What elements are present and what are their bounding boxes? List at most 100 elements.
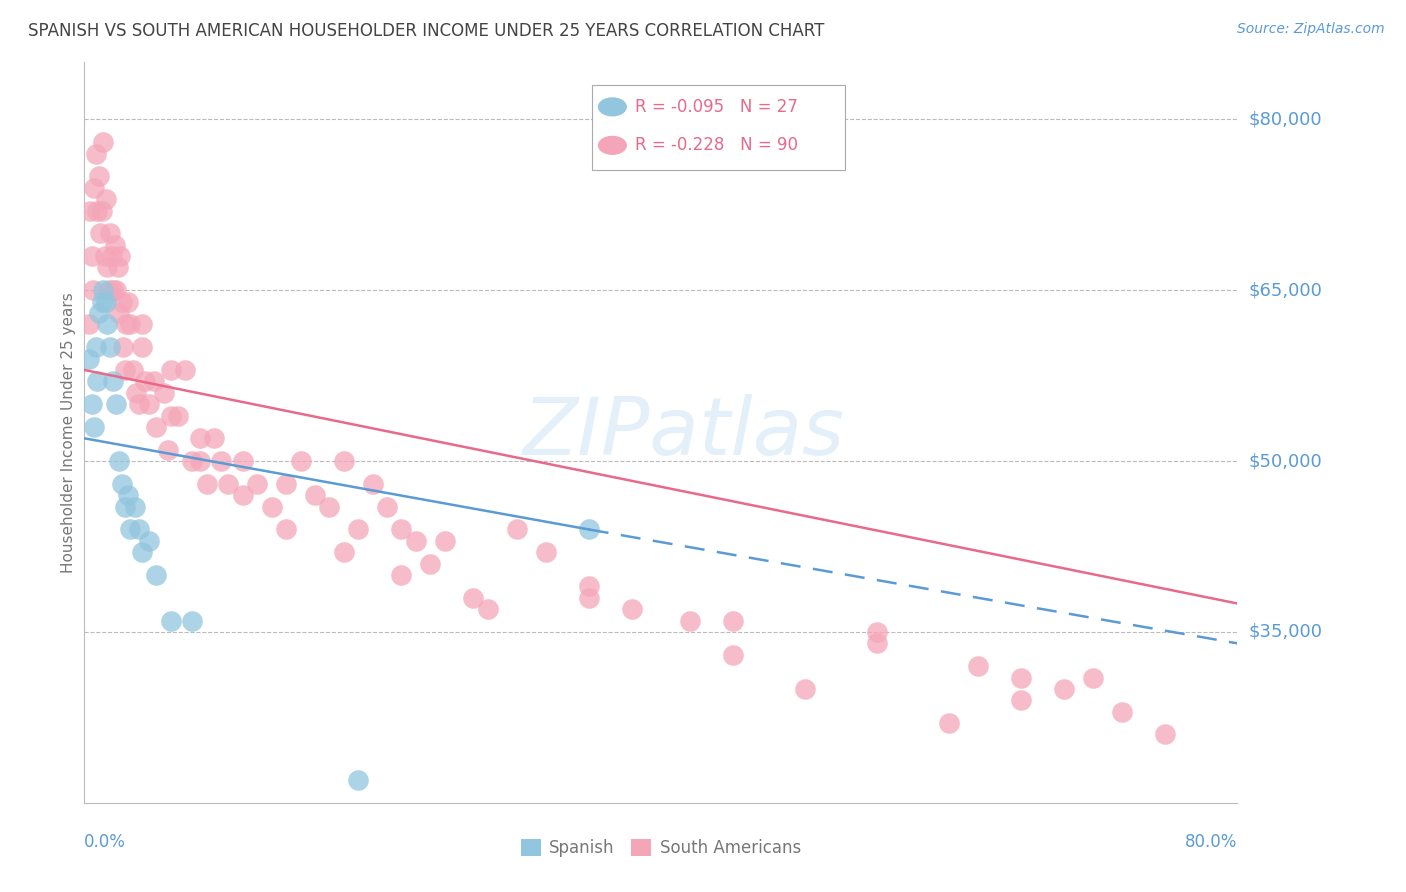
Point — [120, 318, 142, 332]
Point — [117, 294, 139, 309]
Point — [578, 523, 600, 537]
Point — [181, 614, 204, 628]
Point — [96, 318, 118, 332]
Point — [128, 523, 150, 537]
Point — [167, 409, 190, 423]
Point — [866, 624, 889, 639]
Point — [721, 648, 744, 662]
Point — [83, 180, 105, 194]
Text: 80.0%: 80.0% — [1185, 833, 1237, 851]
Point — [138, 533, 160, 548]
Point — [1154, 727, 1177, 741]
Point — [1083, 671, 1105, 685]
Point — [188, 431, 211, 445]
Y-axis label: Householder Income Under 25 years: Householder Income Under 25 years — [60, 293, 76, 573]
Text: 0.0%: 0.0% — [84, 833, 127, 851]
Point — [89, 227, 111, 241]
Point — [83, 420, 105, 434]
Point — [578, 579, 600, 593]
Point — [122, 363, 145, 377]
Point — [98, 227, 121, 241]
Point — [131, 340, 153, 354]
Point — [91, 135, 114, 149]
Text: SPANISH VS SOUTH AMERICAN HOUSEHOLDER INCOME UNDER 25 YEARS CORRELATION CHART: SPANISH VS SOUTH AMERICAN HOUSEHOLDER IN… — [28, 22, 824, 40]
Point — [93, 249, 115, 263]
Point — [938, 716, 960, 731]
Point — [347, 772, 370, 787]
Point — [103, 283, 124, 297]
Point — [1111, 705, 1133, 719]
Point — [188, 454, 211, 468]
Point — [209, 454, 232, 468]
Point — [347, 523, 370, 537]
FancyBboxPatch shape — [592, 85, 845, 169]
Point — [160, 614, 183, 628]
Point — [94, 294, 117, 309]
Point — [112, 340, 135, 354]
Point — [98, 340, 121, 354]
Point — [679, 614, 702, 628]
Point — [87, 306, 110, 320]
Point — [1053, 681, 1076, 696]
Point — [114, 363, 136, 377]
Point — [156, 442, 179, 457]
Point — [433, 533, 456, 548]
Point — [84, 146, 107, 161]
Point — [145, 568, 167, 582]
Point — [79, 203, 101, 218]
Point — [1010, 693, 1032, 707]
Point — [117, 488, 139, 502]
Point — [120, 523, 142, 537]
Point — [90, 294, 112, 309]
Point — [794, 681, 817, 696]
Point — [318, 500, 340, 514]
Point — [84, 340, 107, 354]
Point — [87, 169, 110, 184]
Point — [967, 659, 990, 673]
Point — [181, 454, 204, 468]
Point — [246, 476, 269, 491]
Point — [534, 545, 557, 559]
Point — [107, 260, 129, 275]
Point — [195, 476, 218, 491]
Text: $35,000: $35,000 — [1249, 623, 1323, 641]
Point — [82, 283, 104, 297]
Point — [276, 476, 298, 491]
Point — [108, 454, 131, 468]
Point — [866, 636, 889, 650]
Text: R = -0.228   N = 90: R = -0.228 N = 90 — [636, 136, 799, 154]
Point — [111, 476, 134, 491]
Point — [152, 385, 174, 400]
Point — [114, 500, 136, 514]
Point — [391, 523, 413, 537]
Point — [91, 283, 114, 297]
Point — [97, 283, 120, 297]
Point — [333, 454, 356, 468]
Point — [128, 397, 150, 411]
Point — [90, 203, 112, 218]
Point — [96, 260, 118, 275]
Text: $50,000: $50,000 — [1249, 452, 1322, 470]
Point — [202, 431, 225, 445]
Point — [375, 500, 398, 514]
Point — [1010, 671, 1032, 685]
Point — [142, 375, 165, 389]
Point — [124, 500, 146, 514]
Point — [276, 523, 298, 537]
Point — [174, 363, 197, 377]
Point — [105, 283, 128, 297]
Point — [108, 306, 131, 320]
Point — [290, 454, 312, 468]
Circle shape — [599, 136, 626, 154]
Text: Source: ZipAtlas.com: Source: ZipAtlas.com — [1237, 22, 1385, 37]
Point — [304, 488, 326, 502]
Point — [86, 203, 108, 218]
Point — [80, 397, 103, 411]
Point — [463, 591, 485, 605]
Point — [218, 476, 240, 491]
Point — [111, 294, 134, 309]
Point — [131, 545, 153, 559]
Text: $65,000: $65,000 — [1249, 281, 1322, 299]
Point — [419, 557, 441, 571]
Point — [80, 249, 103, 263]
